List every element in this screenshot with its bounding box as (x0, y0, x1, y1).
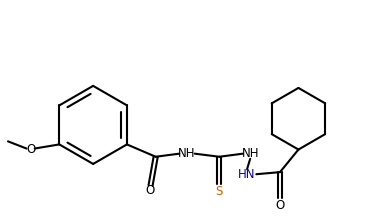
Text: O: O (145, 184, 154, 197)
Text: S: S (216, 185, 223, 198)
Text: NH: NH (242, 147, 259, 160)
Text: O: O (275, 198, 285, 212)
Text: HN: HN (238, 168, 256, 181)
Text: NH: NH (178, 147, 195, 160)
Text: O: O (26, 143, 35, 156)
